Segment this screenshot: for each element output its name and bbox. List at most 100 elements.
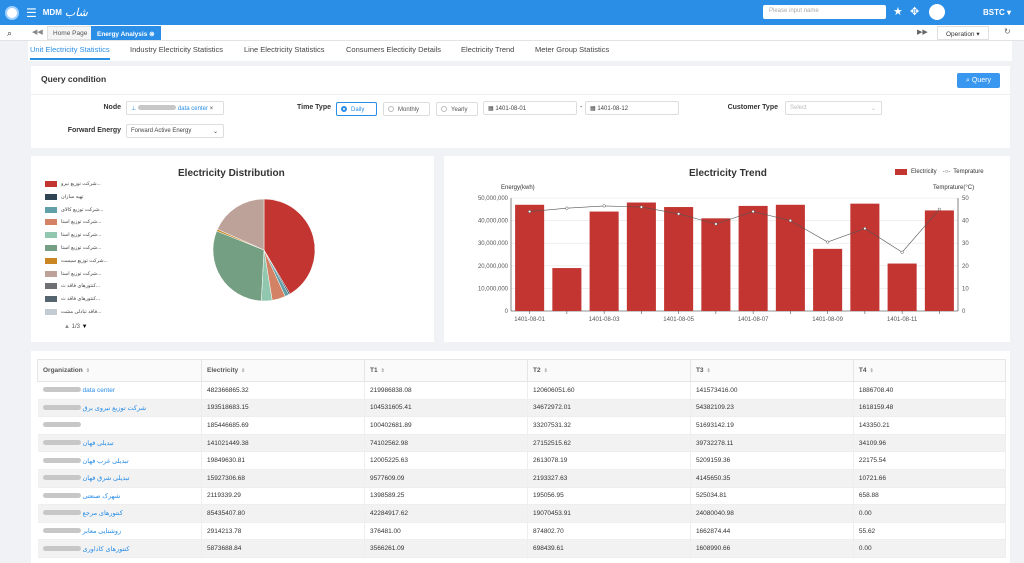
star-icon[interactable]: ★ bbox=[893, 6, 903, 18]
tab-scroll-left-icon[interactable]: ◀◀ bbox=[32, 29, 43, 36]
column-header[interactable]: T4 ⇕ bbox=[852, 359, 1007, 382]
sort-icon[interactable]: ⇕ bbox=[706, 368, 711, 374]
blurred-text bbox=[42, 404, 81, 410]
tab-electricity-trend[interactable]: Electricity Trend bbox=[461, 45, 515, 54]
y-tick-label: 0 bbox=[505, 309, 509, 315]
radio-daily[interactable]: Daily bbox=[336, 102, 377, 116]
tab-industry-electricity[interactable]: Industry Electricity Statistics bbox=[130, 45, 223, 54]
user-menu[interactable]: BSTC ▾ bbox=[983, 8, 1012, 17]
org-link[interactable]: روشنایی معابر bbox=[37, 522, 203, 541]
table-cell: 12005225.63 bbox=[364, 451, 528, 470]
org-link[interactable]: تبدیلی شرق فهان bbox=[37, 469, 203, 488]
node-select[interactable]: ⊥ data center × bbox=[126, 101, 224, 115]
org-link[interactable]: تبدیلی غرب فهان bbox=[37, 451, 203, 470]
legend-item[interactable]: شرکت توزیع نیرو... bbox=[45, 181, 101, 187]
table-cell: 482366865.32 bbox=[201, 381, 365, 400]
tab-scroll-right-icon[interactable]: ▶▶ bbox=[917, 29, 928, 36]
column-header[interactable]: T1 ⇕ bbox=[364, 359, 528, 382]
radio-monthly[interactable]: Monthly bbox=[383, 102, 430, 116]
org-name: شرکت توزیع نیروی برق bbox=[82, 404, 147, 412]
column-header[interactable]: T3 ⇕ bbox=[689, 359, 854, 382]
operation-label: Operation bbox=[946, 31, 975, 38]
date-from-input[interactable]: ▦ 1401-08-01 bbox=[483, 101, 577, 115]
avatar[interactable] bbox=[929, 4, 945, 20]
org-link[interactable] bbox=[37, 416, 203, 435]
org-link[interactable]: data center bbox=[37, 381, 203, 400]
org-link[interactable]: تبدیلی فهان bbox=[37, 434, 203, 453]
org-link[interactable]: شهرک صنعتی bbox=[37, 487, 203, 506]
date-to-input[interactable]: ▦ 1401-08-12 bbox=[585, 101, 679, 115]
sort-icon[interactable]: ⇕ bbox=[380, 368, 385, 374]
radio-label: Yearly bbox=[451, 107, 468, 113]
radio-yearly[interactable]: Yearly bbox=[436, 102, 478, 116]
query-button[interactable]: ⌕ Query bbox=[957, 73, 1000, 88]
org-name: تبدیلی شرق فهان bbox=[82, 475, 130, 483]
legend-item[interactable]: شرکت توزیع استا... bbox=[45, 219, 101, 226]
legend-item[interactable]: شرکت توزیع استا... bbox=[45, 232, 101, 239]
column-header[interactable]: Organization ⇕ bbox=[36, 359, 203, 382]
legend-item[interactable]: کنتورهای فاقد ث... bbox=[45, 296, 100, 303]
legend-item[interactable]: شرکت توزیع استا... bbox=[45, 245, 101, 251]
tab-meter-group[interactable]: Meter Group Statistics bbox=[535, 45, 610, 54]
menu-icon[interactable]: ☰ bbox=[26, 5, 37, 20]
distribution-title: Electricity Distribution bbox=[178, 168, 285, 179]
tab-label: Home Page bbox=[53, 30, 88, 37]
sort-icon[interactable]: ⇕ bbox=[241, 368, 246, 374]
radio-dot bbox=[388, 106, 394, 112]
y-tick-label: 30,000,000 bbox=[478, 241, 509, 247]
query-panel: Query condition ⌕ Query Node ⊥ data cent… bbox=[31, 66, 1010, 148]
radio-label: Monthly bbox=[398, 107, 420, 113]
customer-type-select[interactable]: Select ⌄ bbox=[785, 101, 882, 115]
org-link[interactable]: کنتورهای کاداوری bbox=[37, 539, 203, 558]
legend-swatch bbox=[45, 181, 57, 187]
fullscreen-icon[interactable]: ✥ bbox=[910, 6, 920, 18]
sort-icon[interactable]: ⇕ bbox=[85, 368, 90, 374]
legend-item[interactable]: فاقد تبادلی مشت... bbox=[45, 309, 101, 315]
temperature-point bbox=[565, 206, 569, 210]
table-row: تبدیلی فهان 141021449.38 74102562.98 271525… bbox=[37, 434, 1007, 453]
legend-item[interactable]: شرکت توزیع کالای... bbox=[45, 206, 103, 213]
x-tick-label: 1401-08-09 bbox=[812, 317, 843, 323]
legend-item[interactable]: شرکت توزیع استا... bbox=[45, 270, 101, 277]
x-tick-label: 1401-08-03 bbox=[589, 317, 620, 323]
tab-unit-electricity[interactable]: Unit Electricity Statistics bbox=[30, 45, 110, 60]
org-link[interactable]: کنتورهای مرجع bbox=[37, 504, 203, 523]
tab-energy-analysis[interactable]: Energy Analysis ⊗ bbox=[91, 26, 161, 40]
table-row: کنتورهای کاداوری 5873688.84 3566261.09 6984… bbox=[37, 539, 1007, 558]
search-icon[interactable]: ⌕ bbox=[7, 28, 13, 38]
operation-dropdown[interactable]: Operation ▾ bbox=[937, 26, 989, 40]
close-icon[interactable]: ⊗ bbox=[149, 31, 155, 38]
org-name: کنتورهای کاداوری bbox=[82, 545, 130, 553]
close-icon[interactable]: × bbox=[209, 106, 214, 112]
column-header[interactable]: T2 ⇕ bbox=[526, 359, 691, 382]
tab-consumers-details[interactable]: Consumers Electicity Details bbox=[346, 45, 442, 54]
legend-temperature[interactable]: Temprature bbox=[953, 169, 984, 175]
org-link[interactable]: شرکت توزیع نیروی برق bbox=[37, 399, 203, 418]
app-logo-icon bbox=[5, 5, 19, 20]
table-cell: 141573416.00 bbox=[690, 381, 854, 400]
legend-item[interactable]: شرکت توزیع سیست... bbox=[45, 257, 108, 264]
refresh-icon[interactable]: ↻ bbox=[1004, 27, 1011, 36]
tab-home-page[interactable]: Home Page bbox=[47, 26, 94, 40]
sort-icon[interactable]: ⇕ bbox=[543, 368, 548, 374]
column-header[interactable]: Electricity ⇕ bbox=[201, 359, 365, 382]
table-row: کنتورهای مرجع 85435407.80 42284917.62 19070… bbox=[37, 504, 1007, 523]
legend-label: کنتورهای فاقد ث... bbox=[61, 283, 101, 290]
tab-line-electricity[interactable]: Line Electricity Statistics bbox=[244, 45, 325, 54]
table-row: تبدیلی شرق فهان 15927306.68 9577609.09 2193… bbox=[37, 469, 1007, 488]
trend-panel: Electricity Trend Electricity -○- Temprat… bbox=[444, 156, 1010, 342]
legend-electricity[interactable]: Electricity bbox=[911, 169, 937, 175]
legend-item[interactable]: کنتورهای فاقد ث... bbox=[45, 283, 101, 290]
table-row: تبدیلی غرب فهان 19849630.81 12005225.63 261… bbox=[37, 451, 1007, 470]
sort-icon[interactable]: ⇕ bbox=[869, 368, 874, 374]
brand-script: شاب bbox=[64, 6, 88, 19]
legend-item[interactable]: تهیه سازان bbox=[45, 193, 83, 200]
legend-label: شرکت توزیع سیست... bbox=[61, 257, 108, 264]
org-name: شهرک صنعتی bbox=[82, 492, 121, 500]
pager-next-icon[interactable]: ▼ bbox=[81, 324, 88, 330]
search-input[interactable]: Please input name bbox=[763, 5, 886, 19]
forward-energy-select[interactable]: Forward Active Energy ⌄ bbox=[126, 124, 224, 138]
radio-label: Daily bbox=[351, 107, 365, 113]
bar bbox=[626, 202, 656, 311]
pager-prev-icon[interactable]: ▲ bbox=[64, 324, 70, 330]
